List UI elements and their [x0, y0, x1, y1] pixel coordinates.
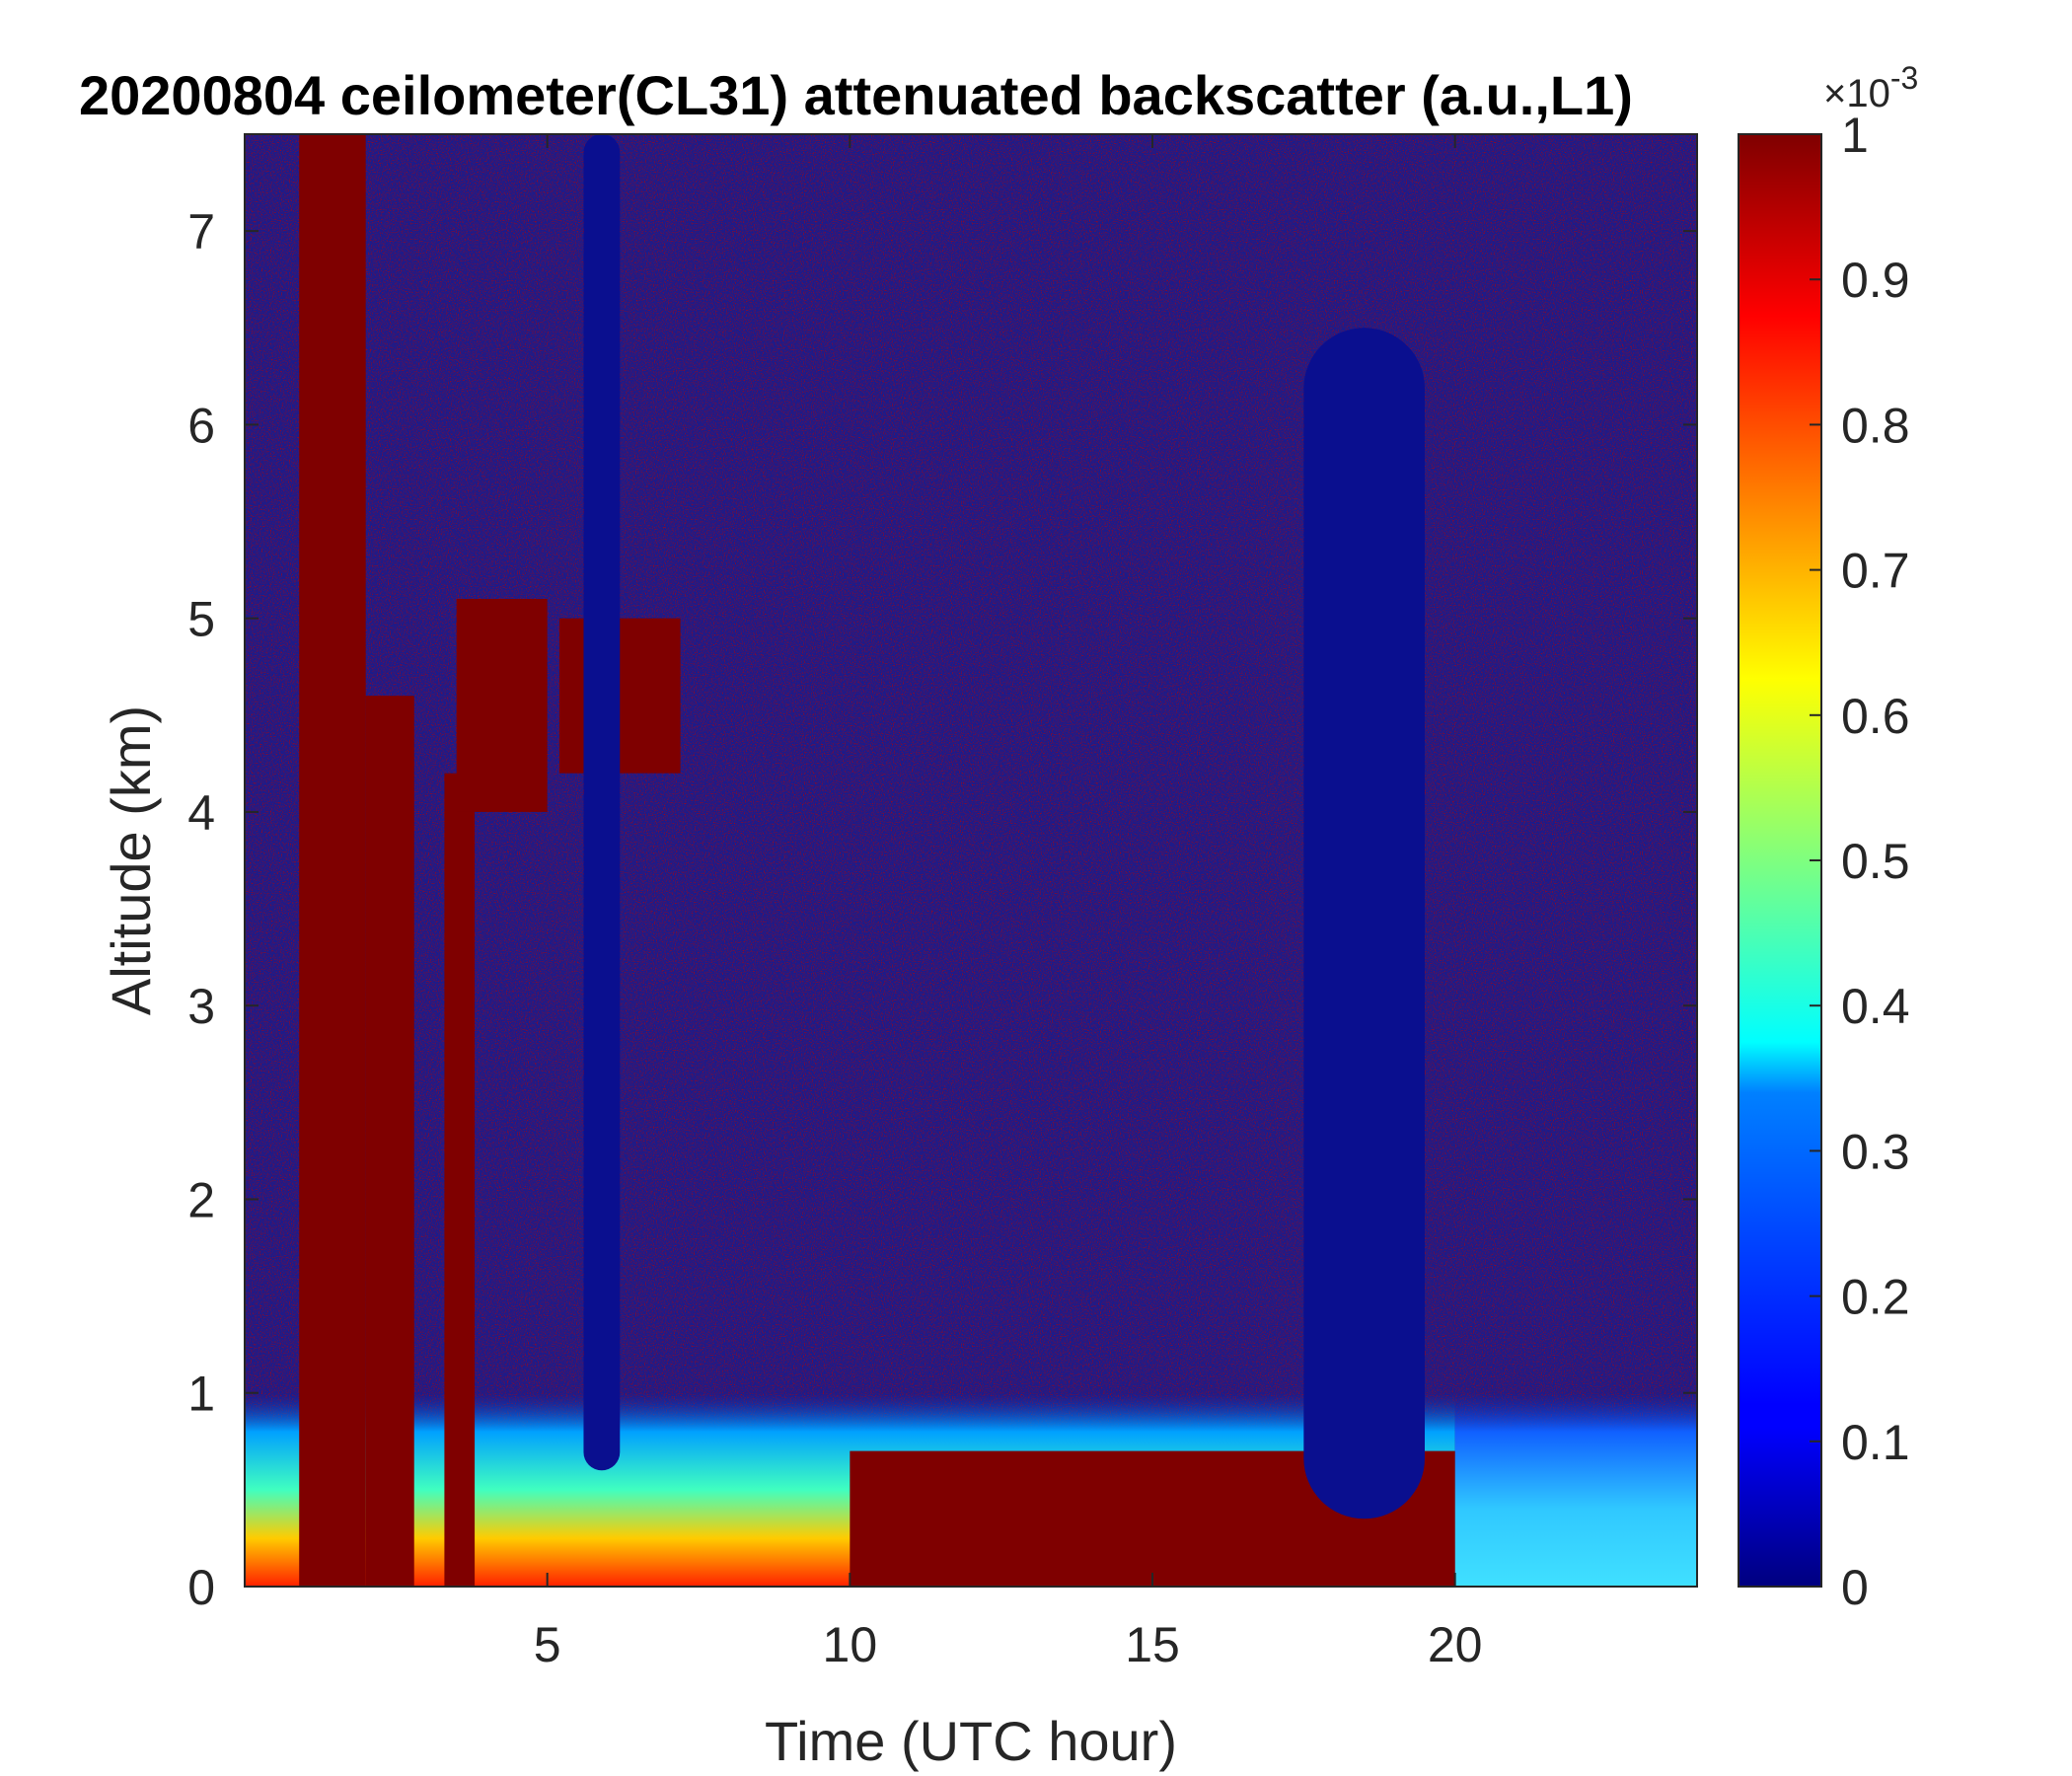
- feature-clear-column: [1303, 328, 1425, 1519]
- y-tick-label: 4: [187, 785, 215, 841]
- y-tick-label: 5: [187, 592, 215, 647]
- colorbar-ticks: 0 0.1 0.2 0.3 0.4 0.5 0.6 0.7 0.8 0.9 1: [1810, 108, 1910, 1615]
- colorbar-tick-label: 0.2: [1841, 1270, 1910, 1325]
- y-tick-label: 7: [187, 204, 215, 259]
- feature-cloud-streak: [299, 134, 366, 1587]
- colorbar-tick-label: 0.1: [1841, 1415, 1910, 1470]
- x-axis-label: Time (UTC hour): [765, 1710, 1177, 1772]
- plot-area: [245, 134, 1697, 1587]
- x-tick-label: 10: [823, 1617, 878, 1672]
- y-axis-label: Altitude (km): [100, 705, 162, 1015]
- colorbar-tick-label: 0.9: [1841, 253, 1910, 308]
- feature-cloud-streak: [365, 696, 414, 1587]
- colorbar-tick-label: 0.6: [1841, 689, 1910, 744]
- feature-cloud-layer: [558, 618, 681, 774]
- colorbar-tick-label: 0: [1841, 1560, 1869, 1615]
- colorbar-tick-label: 0.8: [1841, 398, 1910, 453]
- feature-cloud-layer: [456, 599, 548, 812]
- y-tick-label: 2: [187, 1172, 215, 1227]
- y-axis-ticks: 0 1 2 3 4 5 6 7: [187, 204, 1697, 1615]
- plot-speckle: [245, 134, 1697, 1587]
- chart-title: 20200804 ceilometer(CL31) attenuated bac…: [79, 64, 1633, 126]
- colorbar-multiplier: ×10-3: [1823, 60, 1918, 115]
- y-tick-label: 3: [187, 979, 215, 1034]
- colorbar-tick-label: 0.4: [1841, 979, 1910, 1034]
- y-tick-label: 0: [187, 1560, 215, 1615]
- feature-clear-column: [583, 134, 621, 1471]
- feature-aerosol-layer-late: [1454, 1392, 1697, 1587]
- colorbar-tick-label: 0.7: [1841, 544, 1910, 599]
- backscatter-features: [245, 134, 1697, 1587]
- colorbar-tick-label: 1: [1841, 108, 1869, 163]
- colorbar-tick-label: 0.3: [1841, 1124, 1910, 1179]
- colorbar: [1738, 133, 1822, 1588]
- plot-frame: [244, 133, 1698, 1588]
- x-axis-ticks: 5 10 15 20: [534, 134, 1483, 1672]
- x-tick-label: 20: [1428, 1617, 1483, 1672]
- feature-cloud-streak: [444, 773, 476, 1587]
- y-tick-label: 1: [187, 1367, 215, 1422]
- y-tick-label: 6: [187, 398, 215, 453]
- x-tick-label: 5: [534, 1617, 561, 1672]
- colorbar-tick-label: 0.5: [1841, 834, 1910, 889]
- colorbar-multiplier-exponent: -3: [1890, 60, 1918, 96]
- colorbar-multiplier-base: ×10: [1823, 72, 1890, 115]
- x-tick-label: 15: [1125, 1617, 1180, 1672]
